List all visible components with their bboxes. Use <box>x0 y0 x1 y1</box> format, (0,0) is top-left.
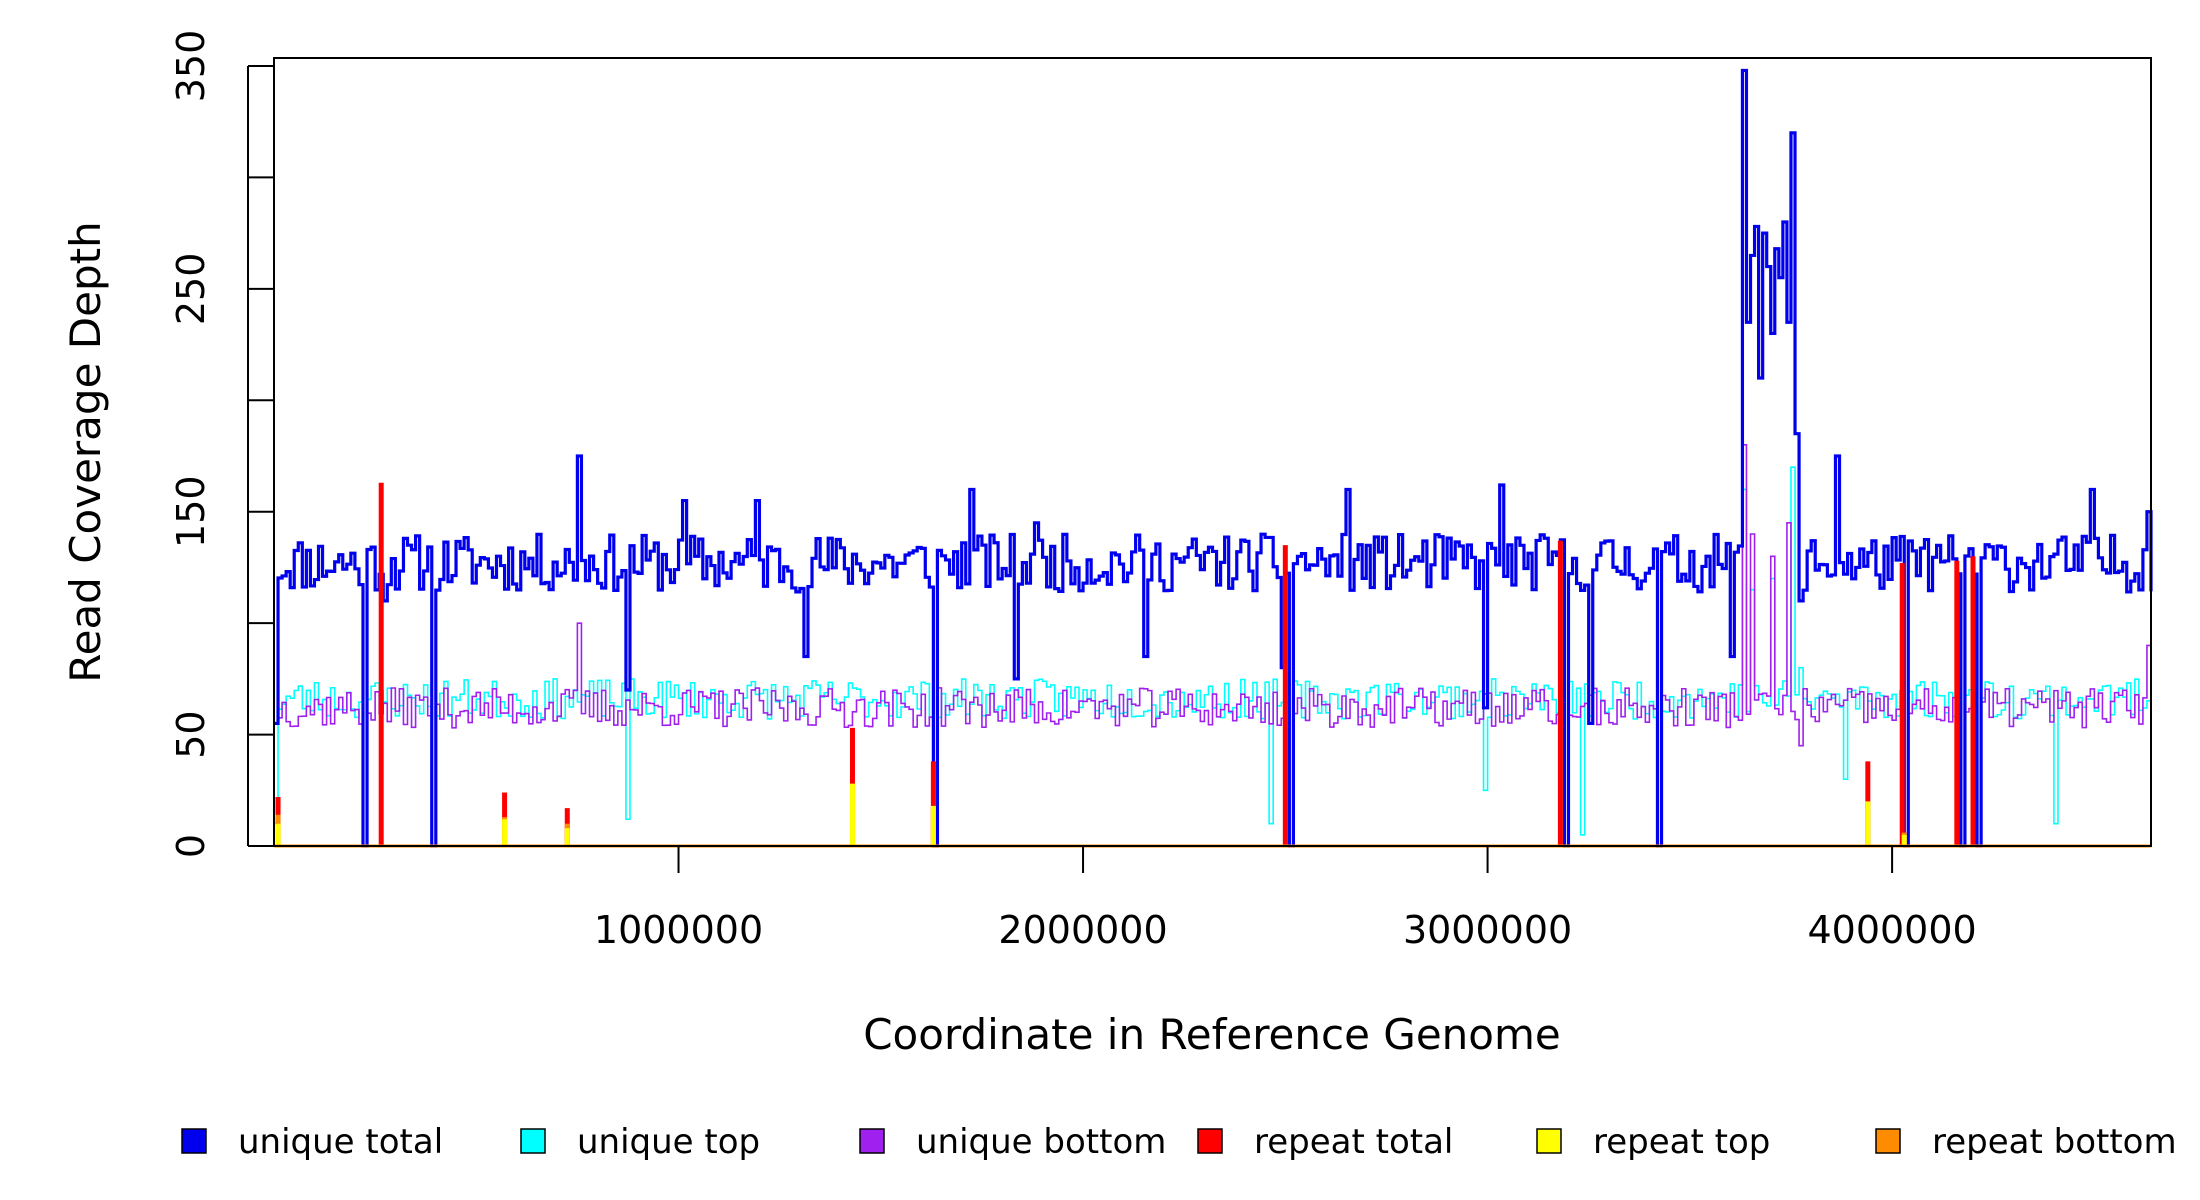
legend-swatch <box>1536 1128 1562 1154</box>
x-axis: 1000000 2000000 3000000 4000000 <box>594 846 1977 952</box>
x-tick-label-4000000: 4000000 <box>1807 908 1976 952</box>
series-line-unique-total <box>274 68 2153 848</box>
x-tick-label-3000000: 3000000 <box>1403 908 1572 952</box>
legend-swatch <box>1875 1128 1901 1154</box>
y-axis-title: Read Coverage Depth <box>61 221 110 682</box>
legend-item-repeat-top: repeat top <box>1536 1122 1770 1162</box>
y-tick-label-250: 250 <box>169 253 213 326</box>
y-tick-label-150: 150 <box>169 475 213 548</box>
series-layer <box>274 68 2153 848</box>
x-tick-label-2000000: 2000000 <box>998 908 1167 952</box>
y-tick-label-0: 0 <box>169 834 213 858</box>
legend-item-repeat-total: repeat total <box>1197 1122 1453 1162</box>
legend-item-unique-bottom: unique bottom <box>859 1122 1166 1162</box>
y-axis: 0 50 150 250 350 <box>169 30 274 858</box>
plot-frame <box>273 57 2152 847</box>
legend-label: unique top <box>577 1122 760 1162</box>
legend-label: repeat top <box>1593 1122 1770 1162</box>
x-tick-label-1000000: 1000000 <box>594 908 763 952</box>
legend-swatch <box>1197 1128 1223 1154</box>
legend-label: repeat total <box>1254 1122 1453 1162</box>
legend-swatch <box>520 1128 546 1154</box>
series-line-unique-bottom <box>274 444 2152 847</box>
legend-swatch <box>181 1128 207 1154</box>
legend-item-unique-total: unique total <box>181 1122 443 1162</box>
legend-item-repeat-bottom: repeat bottom <box>1875 1122 2177 1162</box>
legend-label: repeat bottom <box>1932 1122 2177 1162</box>
x-axis-title: Coordinate in Reference Genome <box>863 1010 1561 1059</box>
legend-item-unique-top: unique top <box>520 1122 760 1162</box>
legend-label: unique total <box>238 1122 443 1162</box>
legend-swatch <box>859 1128 885 1154</box>
legend-label: unique bottom <box>916 1122 1166 1162</box>
y-tick-label-50: 50 <box>169 710 213 758</box>
legend: unique total unique top unique bottom repea… <box>181 1122 2177 1162</box>
y-tick-label-350: 350 <box>169 30 213 103</box>
